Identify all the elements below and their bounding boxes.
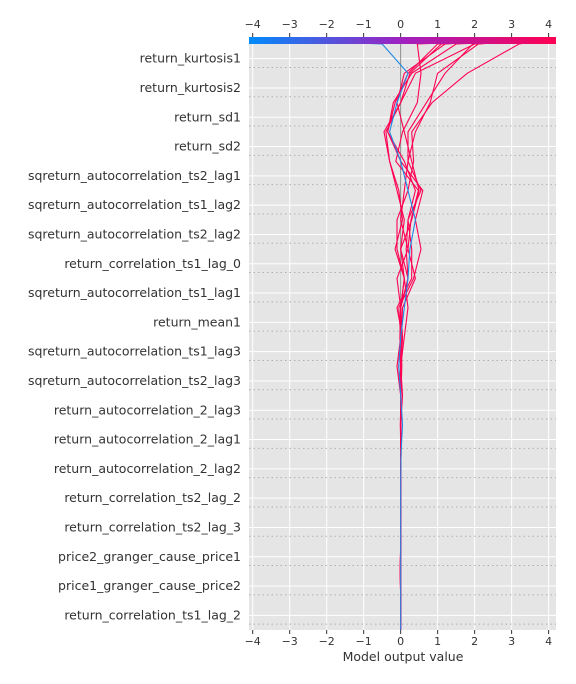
bottom-tick-label: −4 — [245, 635, 261, 648]
colorbar — [249, 37, 556, 44]
top-tick-label: −4 — [245, 18, 261, 31]
top-tick-label: 3 — [508, 18, 515, 31]
x-axis-label: Model output value — [343, 649, 464, 664]
feature-label: return_correlation_ts2_lag_2 — [64, 490, 241, 505]
feature-labels: return_kurtosis1 return_kurtosis2 return_s… — [28, 51, 241, 623]
feature-label: sqreturn_autocorrelation_ts2_lag3 — [28, 373, 241, 388]
bottom-tick-label: −1 — [356, 635, 372, 648]
top-tick-label: 2 — [471, 18, 478, 31]
top-tick-label: −2 — [319, 18, 335, 31]
feature-label: return_correlation_ts1_lag_0 — [64, 256, 241, 271]
feature-label: return_sd1 — [174, 109, 241, 124]
bottom-axis-ticks: −4 −3 −2 −1 0 1 2 3 4 — [245, 630, 552, 648]
feature-label: return_sd2 — [174, 139, 241, 154]
decision-lines — [278, 39, 557, 630]
feature-label: return_correlation_ts1_lag_2 — [64, 607, 241, 622]
feature-label: price1_granger_cause_price2 — [58, 578, 241, 593]
decision-line-low — [278, 39, 416, 630]
feature-label: return_mean1 — [153, 314, 241, 329]
bottom-tick-label: −2 — [319, 635, 335, 648]
feature-label: sqreturn_autocorrelation_ts1_lag1 — [28, 285, 241, 300]
feature-label: sqreturn_autocorrelation_ts2_lag1 — [28, 168, 241, 183]
bottom-tick-label: 4 — [545, 635, 552, 648]
top-axis-ticks: −4 −3 −2 −1 0 1 2 3 4 — [245, 18, 552, 37]
feature-label: return_correlation_ts2_lag_3 — [64, 519, 241, 534]
top-tick-label: 0 — [397, 18, 404, 31]
bottom-tick-label: 0 — [397, 635, 404, 648]
bottom-tick-label: 2 — [471, 635, 478, 648]
bottom-tick-label: 1 — [434, 635, 441, 648]
top-tick-label: 1 — [434, 18, 441, 31]
feature-label: sqreturn_autocorrelation_ts1_lag3 — [28, 344, 241, 359]
feature-label: sqreturn_autocorrelation_ts1_lag2 — [28, 197, 241, 212]
feature-label: return_autocorrelation_2_lag2 — [54, 461, 241, 476]
feature-label: return_autocorrelation_2_lag1 — [54, 432, 241, 447]
top-tick-label: 4 — [545, 18, 552, 31]
bottom-tick-label: −3 — [282, 635, 298, 648]
feature-label: sqreturn_autocorrelation_ts2_lag2 — [28, 226, 241, 241]
feature-label: return_kurtosis1 — [140, 51, 241, 66]
top-tick-label: −3 — [282, 18, 298, 31]
bottom-tick-label: 3 — [508, 635, 515, 648]
feature-label: return_autocorrelation_2_lag3 — [54, 402, 241, 417]
feature-label: price2_granger_cause_price1 — [58, 549, 241, 564]
top-tick-label: −1 — [356, 18, 372, 31]
feature-label: return_kurtosis2 — [140, 80, 241, 95]
